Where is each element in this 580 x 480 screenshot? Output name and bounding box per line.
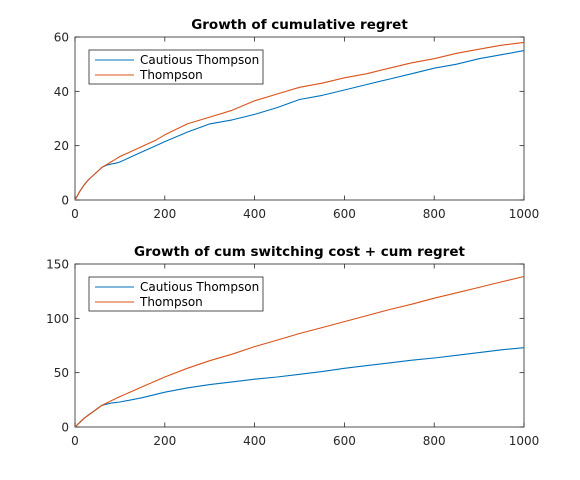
legend-label-thompson: Thompson bbox=[139, 295, 203, 309]
x-tick-label: 0 bbox=[71, 434, 79, 448]
x-tick-label: 200 bbox=[153, 207, 176, 221]
y-tick-label: 60 bbox=[54, 31, 69, 45]
y-tick-label: 40 bbox=[54, 85, 69, 99]
series-line-thompson bbox=[74, 41, 525, 201]
x-tick-label: 400 bbox=[243, 434, 266, 448]
x-tick-label: 800 bbox=[423, 207, 446, 221]
y-tick-label: 100 bbox=[46, 312, 69, 326]
x-tick-label: 600 bbox=[333, 207, 356, 221]
y-tick-label: 150 bbox=[46, 258, 69, 272]
x-tick-label: 1000 bbox=[509, 207, 540, 221]
x-tick-label: 200 bbox=[153, 434, 176, 448]
legend-label-cautious-thompson: Cautious Thompson bbox=[140, 53, 259, 67]
x-tick-label: 600 bbox=[333, 434, 356, 448]
legend-label-thompson: Thompson bbox=[139, 68, 203, 82]
x-tick-label: 0 bbox=[71, 207, 79, 221]
legend-label-cautious-thompson: Cautious Thompson bbox=[140, 280, 259, 294]
y-tick-label: 0 bbox=[61, 421, 69, 435]
legend-box bbox=[88, 276, 264, 312]
chart-title: Growth of cumulative regret bbox=[191, 17, 408, 33]
legend-box bbox=[88, 49, 264, 85]
x-tick-label: 1000 bbox=[509, 434, 540, 448]
y-tick-label: 0 bbox=[61, 194, 69, 208]
chart-switching-cost-plus-regret: Growth of cum switching cost + cum regre… bbox=[46, 244, 539, 448]
y-tick-label: 20 bbox=[54, 139, 69, 153]
chart-title: Growth of cum switching cost + cum regre… bbox=[134, 244, 465, 260]
y-tick-label: 50 bbox=[54, 366, 69, 380]
x-tick-label: 400 bbox=[243, 207, 266, 221]
series-line-thompson bbox=[74, 275, 525, 428]
x-tick-label: 800 bbox=[423, 434, 446, 448]
